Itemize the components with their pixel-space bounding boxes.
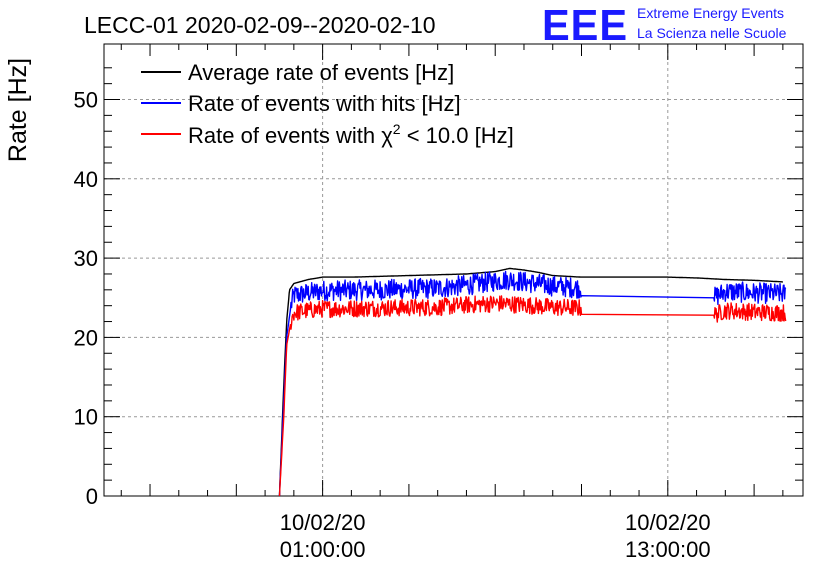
legend-label-chi2: Rate of events with χ2 < 10.0 [Hz]	[188, 121, 514, 148]
y-tick-label: 30	[74, 246, 98, 271]
series-average	[278, 267, 783, 497]
legend: Average rate of events [Hz] Rate of even…	[141, 60, 514, 148]
tick-labels: 0102030405010/02/2001:00:0010/02/2013:00…	[74, 88, 711, 562]
legend-label-average: Average rate of events [Hz]	[188, 60, 454, 85]
series-layer	[278, 267, 787, 497]
y-tick-label: 10	[74, 405, 98, 430]
axis-ticks	[104, 44, 803, 497]
y-tick-label: 50	[74, 88, 98, 113]
legend-label-hits: Rate of events with hits [Hz]	[188, 91, 461, 116]
x-tick-label-date: 10/02/20	[280, 510, 366, 535]
grid-lines	[104, 44, 803, 496]
y-tick-label: 20	[74, 325, 98, 350]
legend-chi2-prefix: Rate of events with	[188, 123, 381, 148]
eee-logo-mark: EEE	[542, 1, 628, 50]
legend-chi2-symbol: χ	[381, 123, 393, 148]
plot-frame	[103, 43, 804, 497]
y-tick-label: 40	[74, 167, 98, 192]
x-tick-label-date: 10/02/20	[625, 510, 711, 535]
x-tick-label-time: 13:00:00	[625, 537, 711, 562]
y-tick-label: 0	[86, 484, 98, 509]
legend-chi2-suffix: < 10.0 [Hz]	[401, 123, 514, 148]
y-axis-label: Rate [Hz]	[4, 58, 32, 162]
legend-chi2-exponent: 2	[393, 121, 401, 137]
series-chi2	[278, 295, 787, 497]
series-hits	[278, 270, 787, 497]
eee-logo-line2: La Scienza nelle Scuole	[637, 25, 787, 41]
chart-title: LECC-01 2020-02-09--2020-02-10	[84, 12, 436, 38]
eee-logo: EEE Extreme Energy Events La Scienza nel…	[542, 1, 787, 50]
eee-logo-line1: Extreme Energy Events	[637, 5, 784, 21]
x-tick-label-time: 01:00:00	[280, 537, 366, 562]
